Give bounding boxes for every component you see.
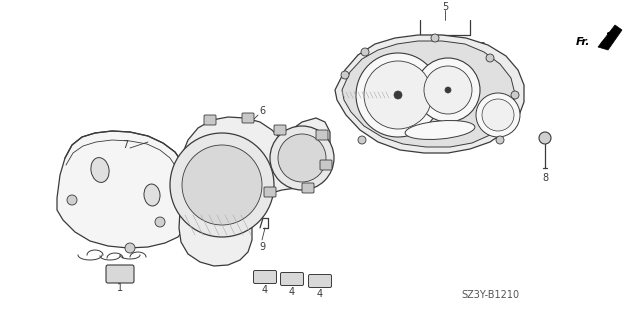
- Text: 2: 2: [207, 170, 213, 180]
- Circle shape: [361, 48, 369, 56]
- Circle shape: [67, 195, 77, 205]
- Circle shape: [270, 126, 334, 190]
- Polygon shape: [342, 41, 515, 147]
- FancyBboxPatch shape: [302, 183, 314, 193]
- Text: 4: 4: [262, 285, 268, 295]
- Polygon shape: [179, 117, 330, 266]
- FancyBboxPatch shape: [204, 115, 216, 125]
- FancyBboxPatch shape: [274, 125, 286, 135]
- Circle shape: [424, 66, 472, 114]
- Ellipse shape: [144, 184, 160, 206]
- Ellipse shape: [405, 121, 475, 139]
- Circle shape: [496, 136, 504, 144]
- Text: Fr.: Fr.: [576, 37, 590, 47]
- Circle shape: [511, 91, 519, 99]
- FancyBboxPatch shape: [308, 275, 332, 287]
- Circle shape: [278, 134, 326, 182]
- Text: 8: 8: [542, 173, 548, 183]
- Text: 6: 6: [259, 106, 265, 116]
- FancyBboxPatch shape: [316, 130, 328, 140]
- Circle shape: [445, 87, 451, 93]
- Text: 7: 7: [122, 140, 128, 150]
- Circle shape: [431, 34, 439, 42]
- Text: 4: 4: [317, 289, 323, 299]
- Polygon shape: [598, 25, 622, 50]
- Circle shape: [476, 93, 520, 137]
- Text: 9: 9: [259, 242, 265, 252]
- Polygon shape: [57, 131, 188, 248]
- FancyBboxPatch shape: [242, 113, 254, 123]
- Circle shape: [182, 145, 262, 225]
- Circle shape: [356, 53, 440, 137]
- Circle shape: [486, 54, 494, 62]
- FancyBboxPatch shape: [320, 160, 332, 170]
- Circle shape: [394, 91, 402, 99]
- Circle shape: [416, 58, 480, 122]
- Circle shape: [539, 132, 551, 144]
- Circle shape: [341, 71, 349, 79]
- Polygon shape: [335, 35, 524, 153]
- Text: SZ3Y-B1210: SZ3Y-B1210: [461, 290, 519, 300]
- Text: 5: 5: [442, 2, 448, 12]
- FancyBboxPatch shape: [264, 187, 276, 197]
- Circle shape: [125, 243, 135, 253]
- Text: 3: 3: [479, 42, 485, 52]
- Circle shape: [482, 99, 514, 131]
- FancyBboxPatch shape: [106, 265, 134, 283]
- FancyBboxPatch shape: [253, 271, 276, 284]
- Circle shape: [364, 61, 432, 129]
- Circle shape: [358, 136, 366, 144]
- FancyBboxPatch shape: [280, 272, 303, 286]
- Circle shape: [155, 217, 165, 227]
- Circle shape: [170, 133, 274, 237]
- Text: 4: 4: [289, 287, 295, 297]
- Text: 1: 1: [117, 283, 123, 293]
- Ellipse shape: [91, 158, 109, 182]
